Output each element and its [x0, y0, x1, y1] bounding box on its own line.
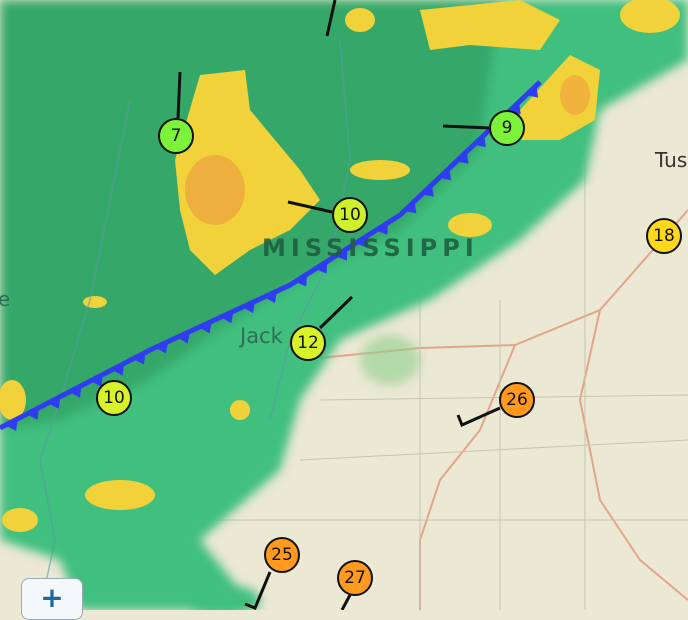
front-triangle [456, 151, 469, 164]
front-triangle [90, 374, 103, 387]
front-triangle [26, 407, 40, 420]
station-marker[interactable]: 26 [499, 382, 535, 418]
station-marker[interactable]: 12 [290, 325, 326, 361]
front-triangle [220, 311, 234, 324]
front-triangle [315, 261, 328, 274]
station-marker[interactable]: 25 [264, 537, 300, 573]
front-triangle [421, 184, 434, 197]
wind-barbs [176, 0, 501, 610]
front-triangle [376, 222, 388, 235]
station-marker[interactable]: 27 [337, 560, 373, 596]
front-triangle [526, 85, 539, 98]
cold-front [0, 80, 542, 431]
city-label-jackson: Jack [240, 324, 283, 348]
front-triangle [355, 235, 368, 248]
front-triangle [155, 341, 169, 354]
front-triangle [264, 291, 277, 304]
city-label-edge: e [0, 287, 11, 311]
station-marker[interactable]: 10 [96, 380, 132, 416]
station-marker[interactable]: 18 [646, 218, 682, 254]
front-triangle [69, 385, 82, 398]
front-triangle [473, 135, 486, 148]
front-triangle [404, 201, 417, 214]
front-triangle [242, 301, 256, 314]
station-marker[interactable]: 7 [158, 118, 194, 154]
front-triangle [198, 321, 212, 334]
city-label-tuscaloosa: Tus [655, 148, 688, 172]
front-triangle [133, 352, 146, 365]
front-triangle [111, 363, 125, 376]
station-marker[interactable]: 10 [332, 197, 368, 233]
front-triangle [5, 418, 18, 431]
state-label: MISSISSIPPI [262, 234, 479, 262]
zoom-in-button[interactable]: + [21, 578, 83, 620]
station-marker[interactable]: 9 [489, 110, 525, 146]
front-triangle [335, 248, 348, 261]
front-triangle [47, 396, 61, 409]
front-triangle [439, 168, 452, 181]
front-line [0, 80, 542, 431]
radar-heavy [0, 0, 680, 532]
front-triangle [295, 274, 307, 287]
front-triangle [177, 331, 190, 344]
